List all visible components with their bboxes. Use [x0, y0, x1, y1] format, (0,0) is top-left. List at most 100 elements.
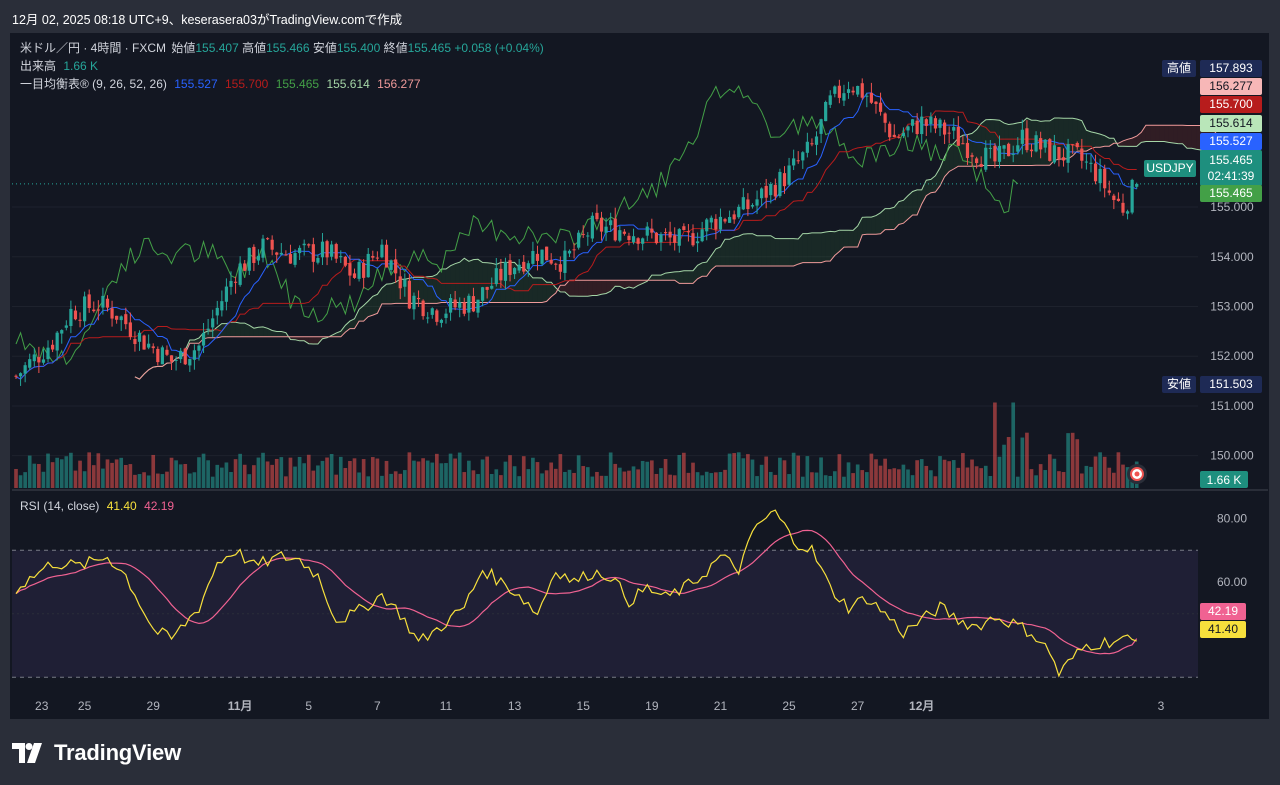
candle-body [572, 249, 576, 251]
price-label-box [1200, 78, 1262, 95]
candle-body [933, 118, 938, 129]
legend-low-value: 155.400 [336, 41, 381, 55]
volume-bar [18, 475, 23, 488]
volume-bar [682, 452, 686, 488]
kumo-segment [821, 231, 826, 263]
candle [599, 211, 604, 241]
volume-bar [938, 456, 942, 488]
candle-body [201, 332, 206, 346]
volume-bar [1079, 473, 1084, 488]
candle-body [1048, 139, 1052, 161]
candle-body [709, 217, 713, 223]
kumo-segment [418, 277, 424, 304]
legend-symbol[interactable]: 米ドル／円 · 4時間 · FXCM [20, 41, 166, 55]
price-label-box [1200, 185, 1262, 202]
candle [631, 228, 636, 245]
candle [288, 244, 293, 264]
volume-bar [512, 466, 517, 488]
candle [641, 237, 645, 251]
candle-body [462, 302, 466, 314]
candle [105, 295, 110, 312]
candle-body [1034, 135, 1038, 152]
candle-body [1080, 148, 1084, 161]
volume-bar [585, 467, 590, 488]
kumo-segment [917, 189, 922, 215]
candle-body [558, 264, 562, 272]
candle-body [128, 322, 132, 337]
volume-bar [197, 457, 201, 488]
candle [897, 134, 901, 139]
candle [503, 257, 508, 290]
candle-body [860, 83, 864, 98]
candle-body [348, 263, 352, 276]
candle-body [837, 85, 841, 98]
candle-body [691, 233, 695, 246]
candle-body [147, 343, 151, 348]
legend-rsi-ma-value: 42.19 [144, 499, 175, 513]
tradingview-logo[interactable]: TradingView [12, 738, 181, 768]
candle [604, 217, 608, 242]
volume-bar [41, 471, 46, 488]
candle [426, 312, 430, 324]
candle [416, 290, 421, 307]
candle [714, 214, 718, 240]
price-axis-tick: 151.000 [1210, 399, 1254, 413]
candle [769, 181, 773, 204]
volume-bar [334, 474, 339, 488]
candle [439, 318, 444, 328]
candle [1025, 120, 1029, 153]
volume-bar [137, 474, 142, 488]
rsi-axis-tick: 60.00 [1217, 575, 1247, 589]
volume-bar [398, 473, 403, 488]
candle-body [668, 231, 672, 238]
volume-bar [983, 465, 988, 488]
candle [869, 82, 874, 105]
candle-body [686, 231, 691, 233]
candle [279, 243, 283, 256]
volume-bar [1038, 464, 1043, 488]
price-label-tag-box [1162, 60, 1196, 77]
candle [618, 226, 622, 243]
volume-bar [979, 468, 984, 488]
candle-body [485, 286, 489, 290]
candle-body [549, 259, 553, 264]
legend-ichimoku-label[interactable]: 一目均衡表® (9, 26, 52, 26) [20, 77, 167, 91]
kumo-segment [894, 201, 899, 230]
candle [695, 232, 700, 252]
volume-bar [430, 462, 435, 488]
legend-volume-label[interactable]: 出来高 [20, 59, 57, 73]
volume-bar [224, 462, 229, 488]
rsi-label-value: 42.19 [1208, 604, 1238, 618]
price-label: 155.465 02:41:39 USDJPY [1144, 150, 1262, 186]
volume-bar [746, 454, 750, 488]
volume-bar [823, 475, 828, 488]
candle [924, 118, 928, 136]
volume-bar [947, 461, 951, 488]
candle-body [179, 350, 183, 360]
candle-body [302, 243, 306, 246]
legend-rsi-label[interactable]: RSI (14, close) [20, 499, 100, 513]
kumo-segment [615, 280, 620, 287]
candle-body [220, 301, 224, 311]
candle [238, 256, 242, 287]
candle [746, 193, 750, 217]
candle-body [1043, 139, 1047, 148]
candle [1016, 137, 1020, 155]
volume-bar [640, 460, 645, 488]
kumo-segment [363, 301, 369, 322]
volume-bar [453, 458, 457, 488]
candle [929, 112, 933, 133]
volume-bar [727, 453, 732, 488]
volume-bar [155, 473, 160, 488]
candle-body [444, 313, 448, 318]
candle [302, 239, 306, 256]
candle-body [87, 294, 91, 309]
volume-bar [494, 469, 499, 488]
volume-bar [210, 476, 215, 488]
volume-bar [128, 464, 133, 488]
kumo-segment [1168, 125, 1174, 143]
candle-body [988, 147, 992, 149]
candle [407, 274, 411, 310]
candle [1080, 138, 1084, 169]
